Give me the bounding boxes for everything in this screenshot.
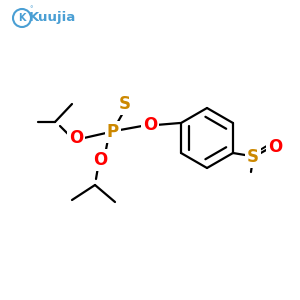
Text: S: S [247, 148, 259, 166]
Text: Kuujia: Kuujia [28, 11, 76, 25]
Text: O: O [143, 116, 157, 134]
Text: O: O [268, 138, 282, 156]
Text: S: S [119, 95, 131, 113]
Text: O: O [93, 151, 107, 169]
Text: °: ° [29, 6, 33, 12]
Text: O: O [69, 129, 83, 147]
Text: P: P [107, 123, 119, 141]
Text: K: K [18, 13, 26, 23]
